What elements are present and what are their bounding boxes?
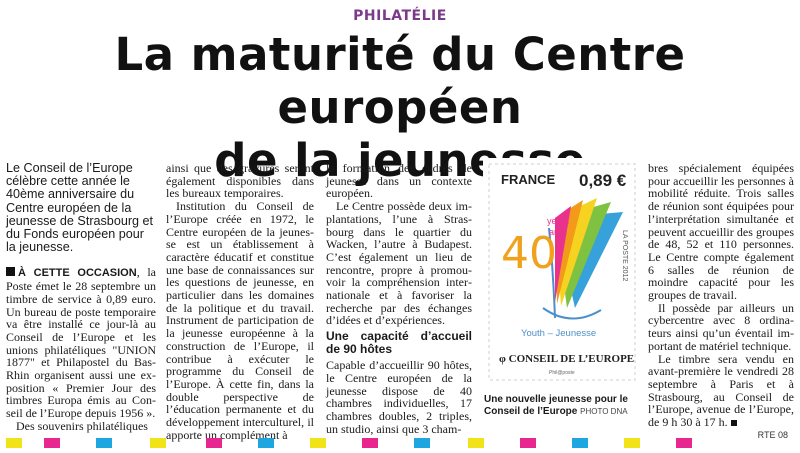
column-2: ainsi que des gravures seront également … (166, 162, 314, 441)
registration-mark-yellow (310, 438, 326, 448)
registration-mark-cyan (258, 438, 274, 448)
paragraph-text: , la Poste émet le 28 septembre un tim­b… (6, 265, 156, 421)
stamp-number: 40 (501, 228, 557, 279)
paragraph: Il possède par ailleurs un cybercentre a… (648, 300, 794, 353)
standfirst-text: Le Conseil de l’Europe célè­bre cette an… (6, 161, 154, 255)
column-3: la formation des cadres de jeunesse dans… (326, 162, 472, 435)
subheading: Une capacité d’accueil de 90 hôtes (326, 329, 472, 357)
column-1: Le Conseil de l’Europe célè­bre cette an… (6, 161, 156, 433)
registration-mark-cyan (96, 438, 112, 448)
stamp-photo: FRANCE 0,89 € 40 years ans LA POSTE 2012… (483, 158, 641, 386)
stamp-printer: Phil@poste (549, 370, 575, 376)
paragraph: Institution du Conseil de l’Europe créée… (166, 199, 314, 442)
stamp-org: φ CONSEIL DE L’EUROPE (499, 353, 634, 365)
paragraph: Des souvenirs philatéliques (16, 418, 148, 433)
registration-mark-magenta (362, 438, 378, 448)
registration-mark-yellow (624, 438, 640, 448)
registration-mark-cyan (572, 438, 588, 448)
registration-mark-magenta (206, 438, 222, 448)
stamp-youth: Youth – Jeunesse (521, 328, 596, 339)
paragraph-kicker: À CETTE OCCASION (18, 267, 137, 280)
stamp-ans: ans (549, 227, 564, 237)
stamp-years: years (547, 216, 570, 226)
registration-mark-cyan (414, 438, 430, 448)
registration-mark-magenta (44, 438, 60, 448)
paragraph: À CETTE OCCASION, la Poste émet le 28 se… (6, 266, 156, 419)
paragraph: bres spécialement équipées pour accueill… (648, 161, 794, 303)
paragraph: ainsi que des gravures seront également … (166, 161, 314, 201)
page-footer-code: RTE 08 (757, 430, 788, 440)
registration-mark-magenta (676, 438, 692, 448)
photo-caption: Une nouvelle jeunesse pour le Conseil de… (484, 394, 644, 418)
stamp-value: 0,89 € (579, 171, 627, 190)
standfirst: Le Conseil de l’Europe célè­bre cette an… (6, 161, 156, 255)
registration-mark-yellow (6, 438, 22, 448)
photo-credit: PHOTO DNA (580, 407, 628, 416)
paragraph: la formation des cadres de jeunesse dans… (326, 161, 472, 201)
paragraph: Le timbre sera vendu en avant-première l… (648, 351, 794, 430)
paragraph-text: Le timbre sera vendu en avant-première l… (648, 351, 794, 430)
registration-mark-magenta (520, 438, 536, 448)
end-mark-icon (730, 420, 737, 427)
headline-line-1: La maturité du Centre européen (114, 28, 686, 134)
section-kicker: PHILATÉLIE (353, 8, 447, 24)
stamp-country: FRANCE (501, 172, 555, 187)
stamp-illustration: FRANCE 0,89 € 40 years ans LA POSTE 2012… (483, 158, 641, 386)
caption-text: Une nouvelle jeunesse pour le Conseil de… (484, 394, 628, 417)
registration-mark-yellow (150, 438, 166, 448)
paragraph: Le Centre possède deux im­plantations, l… (326, 199, 472, 328)
paragraph: Capable d’accueillir 90 hô­tes, le Centr… (326, 358, 472, 436)
column-4: bres spécialement équipées pour accueill… (648, 162, 794, 429)
bullet-square-icon (6, 267, 15, 277)
stamp-edge-text: LA POSTE 2012 (621, 230, 628, 281)
registration-mark-yellow (468, 438, 484, 448)
